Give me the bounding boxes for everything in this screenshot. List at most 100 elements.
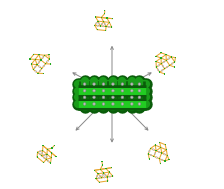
Circle shape: [102, 83, 105, 85]
Bar: [156, 67, 157, 68]
Circle shape: [138, 96, 141, 99]
Bar: [54, 145, 55, 146]
Bar: [111, 26, 112, 28]
Bar: [138, 96, 140, 99]
Bar: [148, 153, 149, 155]
Circle shape: [121, 89, 124, 92]
Bar: [50, 63, 52, 65]
Bar: [121, 82, 123, 86]
Circle shape: [93, 96, 95, 99]
Bar: [103, 172, 104, 174]
Circle shape: [131, 96, 133, 99]
Bar: [99, 182, 100, 183]
Bar: [50, 163, 51, 164]
Circle shape: [39, 66, 40, 67]
Bar: [95, 178, 97, 179]
Bar: [111, 102, 114, 106]
Bar: [131, 82, 133, 86]
Bar: [93, 96, 95, 99]
Circle shape: [38, 62, 40, 63]
Bar: [171, 56, 172, 58]
Bar: [42, 150, 43, 151]
Circle shape: [102, 103, 105, 105]
Circle shape: [99, 175, 101, 177]
Circle shape: [99, 23, 100, 24]
Bar: [102, 102, 105, 106]
Bar: [34, 59, 36, 60]
Bar: [103, 21, 104, 22]
Bar: [42, 145, 44, 146]
Circle shape: [102, 89, 105, 92]
Bar: [102, 164, 103, 166]
Bar: [174, 66, 175, 68]
Bar: [109, 171, 110, 173]
Bar: [159, 142, 160, 143]
Bar: [167, 155, 168, 156]
Bar: [102, 82, 105, 86]
Circle shape: [131, 83, 133, 85]
Bar: [94, 170, 95, 171]
Bar: [106, 17, 108, 19]
Bar: [161, 153, 162, 154]
Bar: [164, 160, 166, 162]
Bar: [175, 57, 176, 58]
Circle shape: [44, 154, 45, 156]
Bar: [97, 173, 99, 174]
Bar: [166, 149, 167, 150]
Circle shape: [150, 154, 152, 156]
Bar: [37, 64, 38, 65]
Bar: [93, 82, 95, 86]
Bar: [97, 29, 98, 30]
Circle shape: [112, 83, 114, 85]
Circle shape: [41, 153, 43, 154]
Circle shape: [149, 150, 150, 152]
Bar: [101, 161, 103, 162]
Bar: [121, 96, 123, 99]
Circle shape: [105, 174, 106, 176]
Circle shape: [96, 23, 97, 24]
Circle shape: [162, 159, 163, 160]
Bar: [112, 18, 113, 19]
Bar: [46, 153, 47, 155]
Circle shape: [158, 65, 159, 66]
Circle shape: [102, 175, 103, 176]
Bar: [153, 156, 154, 157]
Bar: [94, 25, 95, 26]
Bar: [112, 176, 113, 177]
Bar: [41, 155, 43, 156]
Circle shape: [131, 103, 133, 105]
Bar: [102, 96, 105, 99]
Bar: [104, 13, 105, 15]
Circle shape: [39, 151, 41, 152]
Bar: [159, 158, 160, 159]
Bar: [111, 167, 112, 168]
Circle shape: [121, 96, 124, 99]
Circle shape: [93, 103, 95, 105]
Circle shape: [158, 151, 160, 153]
Bar: [37, 152, 38, 153]
Bar: [31, 64, 32, 65]
Circle shape: [101, 23, 103, 25]
Bar: [51, 152, 52, 154]
Circle shape: [48, 161, 49, 162]
Circle shape: [112, 96, 114, 99]
Bar: [37, 156, 38, 158]
Bar: [106, 26, 107, 27]
Circle shape: [43, 65, 44, 67]
Circle shape: [153, 149, 154, 150]
Bar: [100, 169, 101, 170]
Bar: [107, 180, 108, 181]
Circle shape: [43, 157, 45, 158]
Bar: [44, 55, 45, 56]
Bar: [51, 157, 52, 158]
Bar: [41, 68, 43, 69]
Bar: [45, 159, 47, 160]
Circle shape: [138, 89, 141, 92]
Bar: [149, 158, 150, 160]
Circle shape: [98, 177, 99, 179]
Circle shape: [83, 89, 86, 92]
Circle shape: [35, 71, 37, 72]
Circle shape: [162, 70, 163, 71]
Circle shape: [93, 89, 95, 92]
Bar: [160, 147, 162, 148]
